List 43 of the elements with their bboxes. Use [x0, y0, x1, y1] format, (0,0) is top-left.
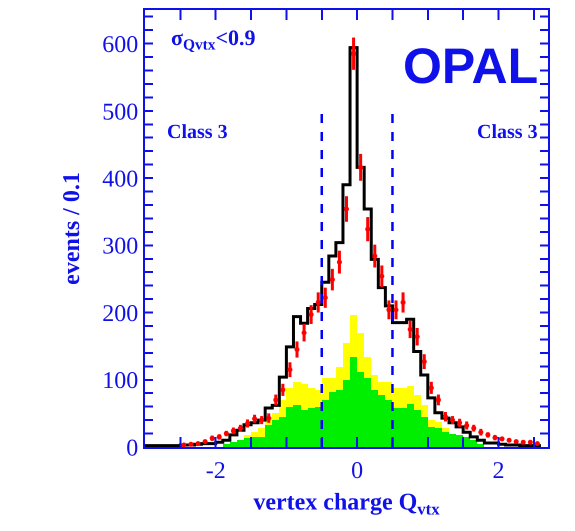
point	[386, 307, 392, 312]
point	[436, 397, 441, 402]
point	[308, 312, 314, 318]
point	[351, 51, 356, 56]
point	[365, 226, 370, 232]
point	[408, 326, 413, 332]
y-tick-label: 0	[126, 435, 138, 462]
y-tick-label: 400	[102, 166, 138, 192]
x-axis-title: vertex charge Q$_{vtx}$	[253, 490, 440, 519]
y-tick-label: 600	[102, 32, 138, 58]
y-axis-title: events / 0.1	[58, 172, 85, 285]
bar	[442, 428, 449, 432]
point	[280, 387, 286, 392]
point	[464, 422, 470, 428]
point	[344, 206, 349, 212]
point	[393, 307, 398, 312]
point	[336, 260, 342, 265]
point	[322, 295, 328, 300]
point	[400, 300, 406, 305]
y-tick-label: 500	[102, 99, 138, 126]
point	[379, 274, 384, 279]
annotation: Class 3	[477, 121, 538, 143]
annotation: Class 3	[167, 121, 228, 143]
annotation: OPAL	[403, 38, 538, 94]
x-tick-label: 2	[492, 458, 505, 484]
y-tick-label: 100	[102, 368, 138, 394]
point	[330, 277, 335, 282]
point	[372, 254, 378, 259]
y-tick-label: 200	[102, 300, 138, 327]
x-tick-label: 0	[351, 458, 364, 484]
annotation: σ$_{Qvtx}$<0.9	[171, 25, 256, 54]
point	[358, 164, 364, 170]
y-tick-label: 300	[102, 234, 138, 260]
point	[422, 359, 427, 364]
point	[428, 385, 434, 390]
point	[287, 367, 292, 372]
point	[442, 414, 448, 420]
point	[414, 334, 420, 340]
x-tick-label: -2	[206, 458, 226, 484]
point	[273, 397, 278, 402]
point	[316, 300, 321, 305]
point	[266, 416, 272, 421]
point	[302, 330, 307, 336]
